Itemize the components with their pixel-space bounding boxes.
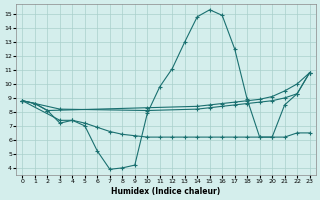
X-axis label: Humidex (Indice chaleur): Humidex (Indice chaleur) [111, 187, 221, 196]
